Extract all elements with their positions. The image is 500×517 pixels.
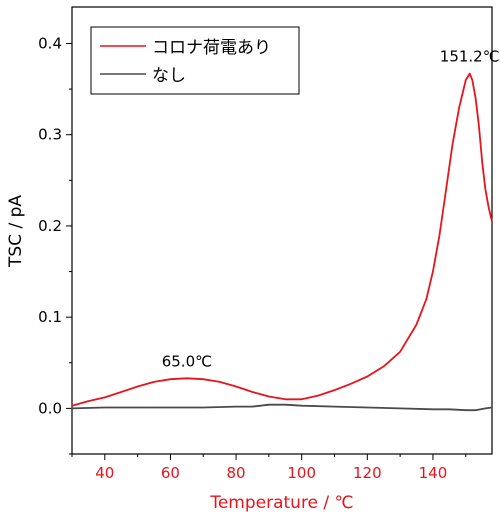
- series-layer: [71, 72, 493, 412]
- y-tick-label: 0.3: [38, 126, 62, 144]
- legend: コロナ荷電あり なし: [90, 26, 300, 95]
- peak-annotation: 151.2℃: [440, 48, 500, 66]
- y-tick-label: 0.0: [38, 399, 62, 417]
- x-tick-label: 60: [161, 464, 180, 482]
- x-tick-label: 80: [227, 464, 246, 482]
- y-tick-label: 0.1: [38, 308, 62, 326]
- x-axis-ticks: 40 60 80 100 120 140: [71, 454, 467, 482]
- series-line-0: [71, 72, 493, 407]
- y-axis-ticks: 0.0 0.1 0.2 0.3 0.4: [38, 34, 72, 455]
- x-tick-label: 40: [95, 464, 114, 482]
- peak-annotation: 65.0℃: [162, 352, 212, 370]
- x-tick-label: 100: [287, 464, 316, 482]
- y-tick-label: 0.2: [38, 217, 62, 235]
- legend-label-corona: コロナ荷電あり: [152, 38, 271, 58]
- legend-label-none: なし: [152, 66, 186, 86]
- plot-frame: [71, 6, 493, 455]
- x-tick-label: 140: [419, 464, 448, 482]
- y-axis-label: TSC / pA: [6, 195, 26, 268]
- y-tick-label: 0.4: [38, 34, 62, 52]
- x-axis-label: Temperature / ℃: [209, 493, 353, 513]
- x-tick-label: 120: [353, 464, 382, 482]
- legend-box: [90, 26, 300, 95]
- annotation-layer: 65.0℃ 151.2℃: [162, 48, 500, 371]
- series-line-1: [71, 403, 493, 412]
